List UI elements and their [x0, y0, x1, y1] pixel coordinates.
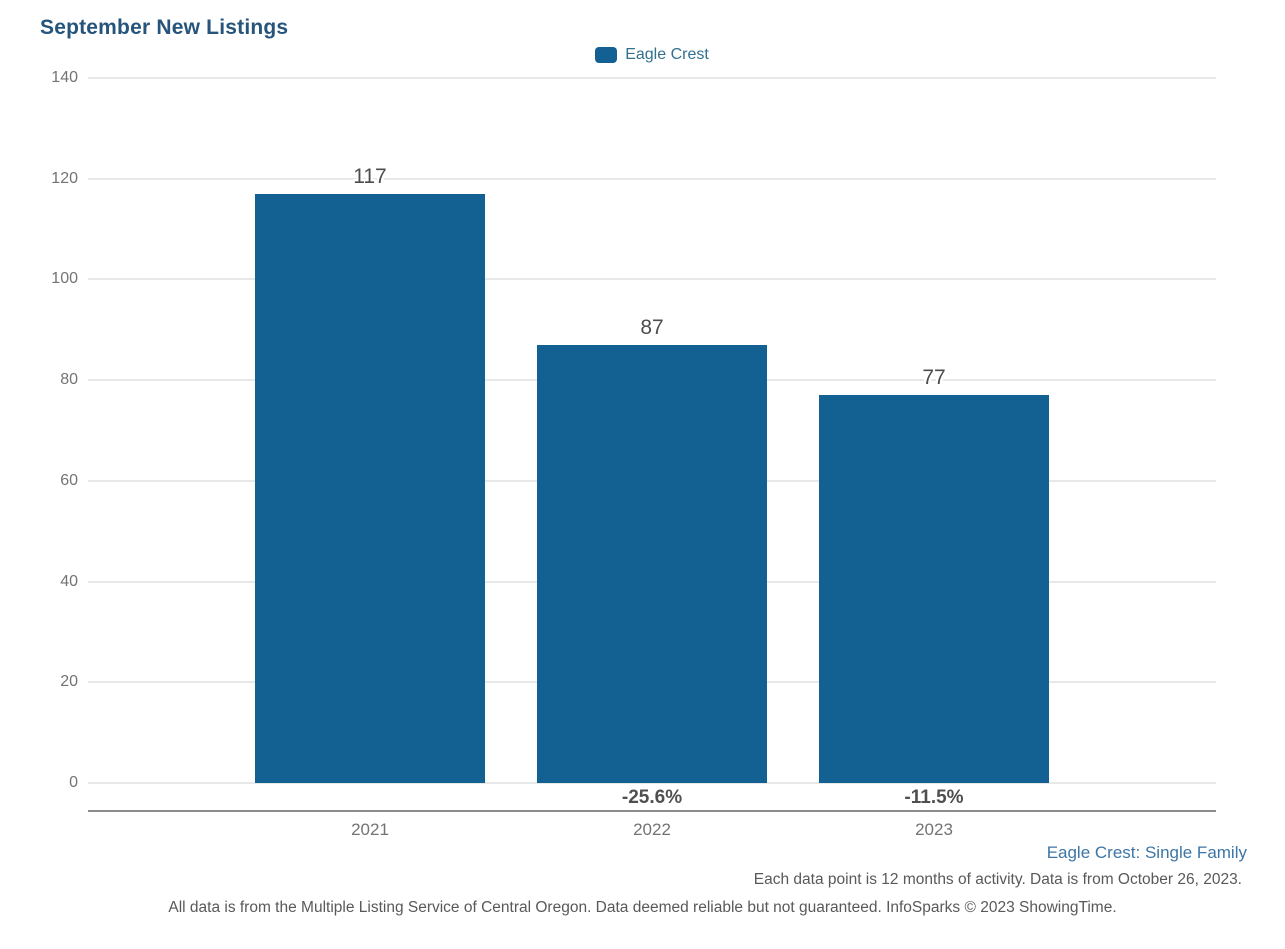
x-tick-label-2021: 2021 — [351, 820, 389, 839]
y-tick-label-100: 100 — [51, 270, 78, 288]
chart-title: September New Listings — [40, 16, 289, 39]
x-tick-label-2022: 2022 — [633, 820, 671, 839]
bar-value-label-2021: 117 — [353, 164, 387, 188]
gridline-y-0 — [88, 782, 1216, 784]
bar-2023[interactable]: 77 — [819, 366, 1049, 783]
y-tick-label-120: 120 — [51, 169, 78, 187]
footer-disclaimer: All data is from the Multiple Listing Se… — [168, 899, 1117, 916]
legend-label: Eagle Crest — [625, 46, 709, 63]
legend-item-eagle-crest[interactable]: Eagle Crest — [88, 46, 1216, 64]
bar-value-label-2023: 77 — [922, 366, 946, 390]
x-axis-line — [88, 810, 1216, 812]
x-tick-label-2023: 2023 — [915, 820, 953, 839]
y-tick-label-40: 40 — [60, 572, 78, 590]
pct-change-label-2022: -25.6% — [621, 787, 683, 808]
y-tick-label-0: 0 — [69, 774, 78, 791]
x-axis: 2021 -25.6% 2022 -11.5% 2023 — [88, 783, 1216, 847]
footer-series-link[interactable]: Eagle Crest: Single Family — [1046, 843, 1247, 862]
y-tick-label-140: 140 — [51, 69, 78, 86]
gridline-y-120 — [88, 177, 1216, 180]
y-tick-label-80: 80 — [60, 371, 78, 389]
y-tick-label-20: 20 — [60, 673, 78, 691]
plot-area: 117 87 77 — [88, 77, 1216, 784]
bar-value-label-2022: 87 — [640, 315, 664, 339]
gridline-y-140 — [88, 77, 1216, 79]
y-axis: 0 20 40 60 80 100 120 140 — [0, 69, 78, 791]
y-tick-label-60: 60 — [60, 471, 78, 489]
legend-marker-icon — [595, 47, 618, 63]
pct-change-label-2023: -11.5% — [904, 787, 964, 808]
footer-data-note: Each data point is 12 months of activity… — [753, 871, 1242, 888]
bar-2021[interactable]: 117 — [255, 165, 485, 783]
gridline-y-100 — [88, 278, 1216, 281]
bar-2022[interactable]: 87 — [537, 316, 767, 783]
